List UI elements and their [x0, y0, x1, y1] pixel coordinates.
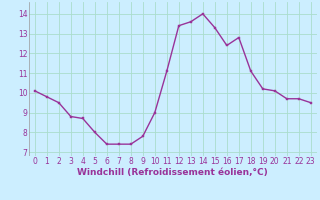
X-axis label: Windchill (Refroidissement éolien,°C): Windchill (Refroidissement éolien,°C)	[77, 168, 268, 177]
